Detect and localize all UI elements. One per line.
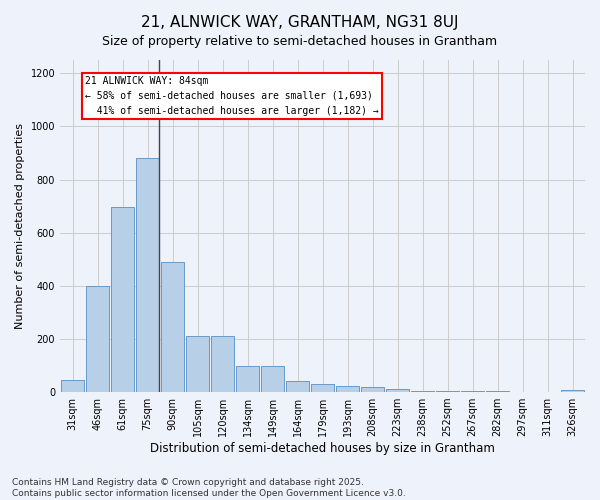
Bar xyxy=(86,286,109,392)
Bar xyxy=(61,380,84,392)
Text: Size of property relative to semi-detached houses in Grantham: Size of property relative to semi-detach… xyxy=(103,35,497,48)
Y-axis label: Number of semi-detached properties: Number of semi-detached properties xyxy=(15,123,25,329)
Bar xyxy=(236,366,259,392)
Text: 21, ALNWICK WAY, GRANTHAM, NG31 8UJ: 21, ALNWICK WAY, GRANTHAM, NG31 8UJ xyxy=(141,15,459,30)
Bar xyxy=(136,158,159,392)
Bar xyxy=(386,390,409,392)
X-axis label: Distribution of semi-detached houses by size in Grantham: Distribution of semi-detached houses by … xyxy=(150,442,495,455)
Bar xyxy=(186,336,209,392)
Bar xyxy=(561,390,584,392)
Bar xyxy=(111,208,134,392)
Text: 21 ALNWICK WAY: 84sqm
← 58% of semi-detached houses are smaller (1,693)
  41% of: 21 ALNWICK WAY: 84sqm ← 58% of semi-deta… xyxy=(85,76,379,116)
Bar xyxy=(161,262,184,392)
Bar xyxy=(361,388,384,392)
Bar xyxy=(211,336,234,392)
Bar xyxy=(436,391,459,392)
Bar xyxy=(286,382,309,392)
Bar xyxy=(411,391,434,392)
Text: Contains HM Land Registry data © Crown copyright and database right 2025.
Contai: Contains HM Land Registry data © Crown c… xyxy=(12,478,406,498)
Bar xyxy=(261,366,284,392)
Bar xyxy=(336,386,359,392)
Bar xyxy=(311,384,334,392)
